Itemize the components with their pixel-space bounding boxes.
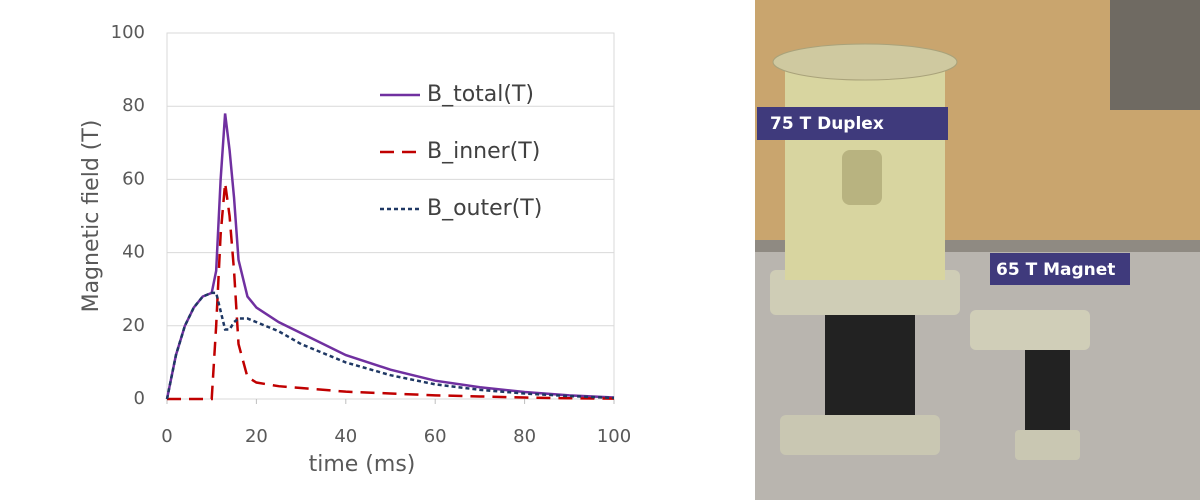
photo-coil-small bbox=[1025, 345, 1070, 445]
photo-flange bbox=[770, 270, 960, 315]
photo-base bbox=[780, 415, 940, 455]
y-tick-label: 40 bbox=[122, 242, 145, 263]
photo-base-small bbox=[1015, 430, 1080, 460]
y-tick-label: 60 bbox=[122, 168, 145, 189]
legend-label: B_inner(T) bbox=[427, 139, 540, 164]
legend-label: B_outer(T) bbox=[427, 196, 542, 221]
series-line bbox=[167, 182, 615, 401]
plot-area bbox=[166, 32, 615, 400]
legend-label: B_total(T) bbox=[427, 82, 534, 107]
photo-label: 65 T Magnet bbox=[996, 260, 1115, 280]
photo-box bbox=[1110, 0, 1200, 110]
x-tick-label: 100 bbox=[597, 426, 631, 447]
photo-window bbox=[842, 150, 882, 205]
photo-label-box bbox=[990, 253, 1130, 285]
y-tick-label: 0 bbox=[134, 388, 145, 409]
photo-label-box bbox=[757, 107, 948, 140]
x-tick-label: 60 bbox=[424, 426, 447, 447]
photo: 75 T Duplex 65 T Magnet bbox=[755, 0, 1200, 500]
x-tick-label: 40 bbox=[334, 426, 357, 447]
photo-label: 75 T Duplex bbox=[770, 114, 884, 134]
x-tick-label: 20 bbox=[245, 426, 268, 447]
y-tick-label: 20 bbox=[122, 315, 145, 336]
y-tick-label: 100 bbox=[111, 22, 145, 43]
x-tick-label: 0 bbox=[161, 426, 172, 447]
photo-rim bbox=[772, 43, 958, 81]
y-tick-label: 80 bbox=[122, 95, 145, 116]
x-axis-title: time (ms) bbox=[309, 452, 416, 477]
series-line bbox=[165, 291, 615, 400]
y-axis-title: Magnetic field (T) bbox=[79, 120, 104, 313]
x-tick-label: 80 bbox=[513, 426, 536, 447]
photo-flange-small bbox=[970, 310, 1090, 350]
